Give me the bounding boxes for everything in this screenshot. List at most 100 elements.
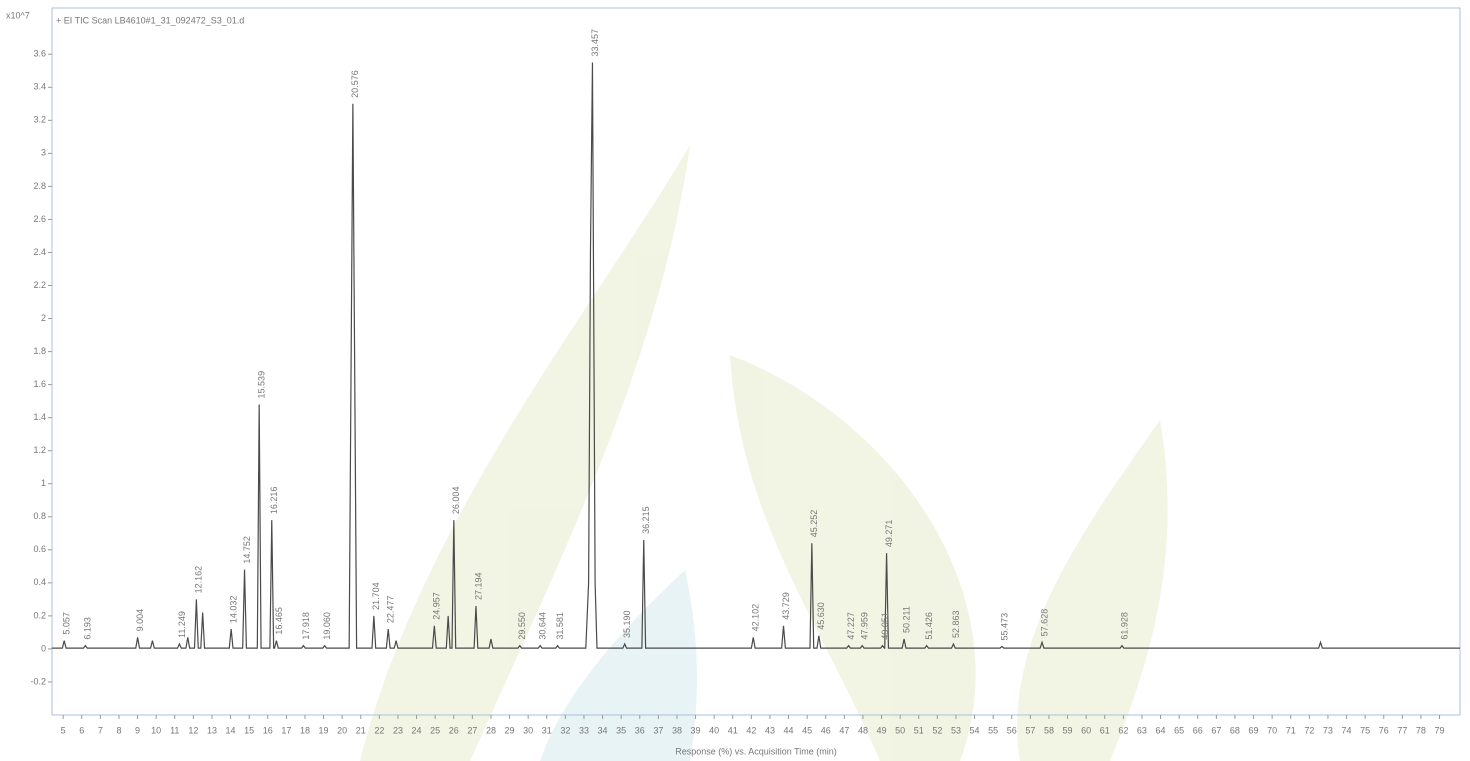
x-tick-label: 39 [691,725,701,735]
peak-label: 19.060 [322,612,332,640]
y-tick-label: 3.2 [33,115,46,125]
x-tick-label: 60 [1081,725,1091,735]
leaf [360,145,690,761]
x-tick-label: 57 [1025,725,1035,735]
y-tick-label: 0.8 [33,511,46,521]
peak-label: 15.539 [257,371,267,399]
y-tick-label: 1.6 [33,379,46,389]
peak-label: 17.918 [301,612,311,640]
y-tick-label: 0.6 [33,544,46,554]
peak-label: 27.194 [473,572,483,600]
x-tick-label: 25 [430,725,440,735]
x-tick-label: 32 [560,725,570,735]
x-tick-label: 78 [1416,725,1426,735]
peak-label: 55.473 [999,613,1009,641]
x-tick-label: 55 [988,725,998,735]
peak-label: 49.271 [884,520,894,548]
y-tick-label: 1.2 [33,445,46,455]
peak-label: 51.426 [924,612,934,640]
y-tick-label: 3.6 [33,49,46,59]
x-tick-label: 62 [1118,725,1128,735]
y-tick-label: 1.4 [33,412,46,422]
y-tick-label: 0.2 [33,610,46,620]
x-tick-label: 45 [802,725,812,735]
x-tick-label: 64 [1156,725,1166,735]
x-tick-label: 9 [135,725,140,735]
peak-label: 21.704 [371,582,381,610]
x-tick-label: 7 [98,725,103,735]
peak-label: 36.215 [641,506,651,534]
x-tick-label: 51 [914,725,924,735]
peak-label: 5.057 [62,612,72,635]
peak-label: 33.457 [590,29,600,57]
peak-label: 16.465 [274,607,284,635]
x-tick-label: 66 [1193,725,1203,735]
y-tick-label: 1 [41,478,46,488]
x-tick-label: 48 [858,725,868,735]
x-tick-label: 17 [281,725,291,735]
y-tick-label: -0.2 [30,676,46,686]
peak-label: 47.959 [860,612,870,640]
x-tick-label: 43 [765,725,775,735]
peak-label: 57.628 [1039,609,1049,637]
peak-label: 26.004 [451,487,461,515]
x-tick-label: 67 [1211,725,1221,735]
peak-label: 52.863 [951,610,961,638]
x-tick-label: 13 [207,725,217,735]
y-tick-label: 2.4 [33,247,46,257]
x-tick-label: 15 [244,725,254,735]
peak-label: 29.550 [517,612,527,640]
x-tick-label: 53 [951,725,961,735]
x-tick-label: 79 [1435,725,1445,735]
x-tick-label: 61 [1100,725,1110,735]
peak-label: 35.190 [622,610,632,638]
x-tick-label: 8 [116,725,121,735]
x-tick-label: 41 [728,725,738,735]
y-tick-label: 2.8 [33,181,46,191]
x-tick-label: 11 [170,725,179,735]
x-tick-label: 27 [467,725,477,735]
x-tick-label: 47 [839,725,849,735]
x-tick-label: 56 [1007,725,1017,735]
x-tick-label: 59 [1063,725,1073,735]
x-tick-label: 6 [79,725,84,735]
y-tick-label: 0 [41,643,46,653]
leaf [1017,420,1168,761]
x-tick-label: 37 [653,725,663,735]
x-axis-label: Response (%) vs. Acquisition Time (min) [675,746,837,756]
y-tick-label: 3.4 [33,82,46,92]
x-tick-label: 14 [226,725,236,735]
peak-label: 49.051 [880,612,890,640]
y-tick-label: 3 [41,148,46,158]
peak-label: 20.576 [350,70,360,98]
chromatogram-line [52,62,1460,649]
y-multiplier: x10^7 [6,10,30,20]
peak-label: 47.227 [846,612,856,640]
x-tick-label: 46 [821,725,831,735]
x-tick-label: 72 [1304,725,1314,735]
peak-label: 14.032 [229,596,239,624]
x-tick-label: 33 [579,725,589,735]
watermark [360,145,1168,761]
x-tick-label: 50 [895,725,905,735]
y-tick-label: 1.8 [33,346,46,356]
x-tick-label: 16 [263,725,273,735]
peak-label: 30.644 [538,612,548,640]
x-tick-label: 58 [1044,725,1054,735]
x-tick-label: 29 [505,725,515,735]
x-tick-label: 34 [598,725,608,735]
x-tick-label: 31 [542,725,552,735]
leaf [540,570,697,761]
x-tick-label: 54 [970,725,980,735]
peak-label: 24.957 [432,592,442,620]
x-tick-label: 38 [672,725,682,735]
x-tick-label: 76 [1379,725,1389,735]
x-tick-label: 24 [412,725,422,735]
x-tick-label: 10 [151,725,161,735]
x-tick-label: 75 [1360,725,1370,735]
x-tick-label: 69 [1249,725,1259,735]
y-tick-label: 0.4 [33,577,46,587]
x-tick-label: 42 [746,725,756,735]
x-tick-label: 77 [1397,725,1407,735]
x-tick-label: 73 [1323,725,1333,735]
